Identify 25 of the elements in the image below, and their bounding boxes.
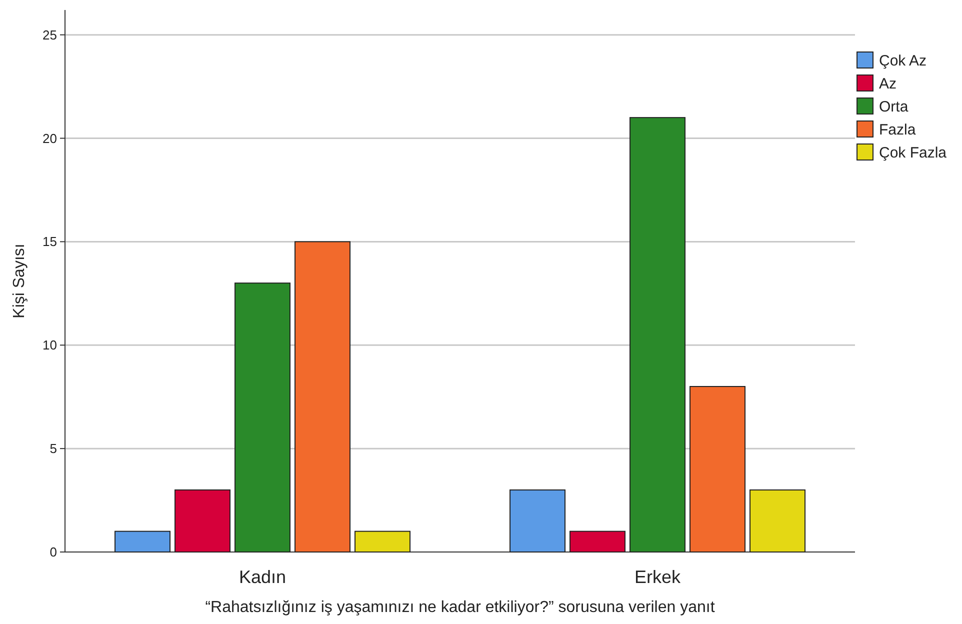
y-tick-label: 10: [42, 338, 57, 353]
y-tick-label: 0: [50, 544, 57, 560]
bar: [114, 530, 170, 552]
bar: [570, 530, 626, 552]
y-axis-title: Kişi Sayısı: [11, 244, 28, 318]
x-axis-title: “Rahatsızlığınız iş yaşamınızı ne kadar etkiliyor?” sorusuna verilen yanıt: [205, 599, 716, 616]
bar: [354, 530, 410, 552]
bar: [294, 241, 350, 552]
legend-label: Çok Fazla: [879, 144, 948, 162]
y-tick-label: 25: [42, 27, 57, 42]
y-tick-label: 15: [42, 234, 57, 250]
bar: [750, 489, 806, 552]
bar: [234, 282, 290, 552]
legend-label: Fazla: [879, 121, 916, 138]
y-tick-label: 5: [50, 441, 57, 456]
bar: [690, 386, 746, 552]
x-tick-label: Erkek: [634, 567, 682, 587]
legend-label: Çok Az: [879, 52, 927, 70]
bar: [174, 489, 230, 552]
bar: [630, 117, 686, 552]
y-tick-label: 20: [42, 130, 57, 146]
legend-label: Az: [879, 75, 897, 92]
bar: [510, 489, 566, 552]
legend-label: Orta: [879, 98, 909, 116]
x-tick-label: Kadın: [238, 567, 286, 587]
